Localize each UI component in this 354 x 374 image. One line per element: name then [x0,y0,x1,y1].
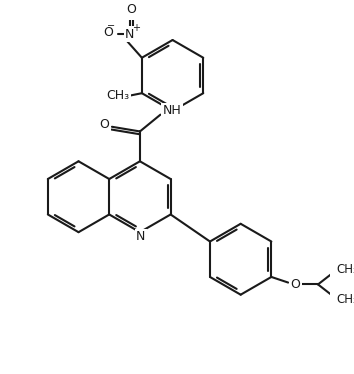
Text: O: O [291,278,301,291]
Text: CH₃: CH₃ [106,89,129,102]
Text: O: O [99,119,109,131]
Text: O: O [127,3,137,16]
Text: NH: NH [162,104,181,117]
Text: +: + [132,23,140,33]
Text: N: N [136,230,145,243]
Text: CH₃: CH₃ [336,263,354,276]
Text: O: O [103,26,113,39]
Text: −: − [107,21,115,31]
Text: CH₃: CH₃ [336,293,354,306]
Text: N: N [125,28,135,41]
